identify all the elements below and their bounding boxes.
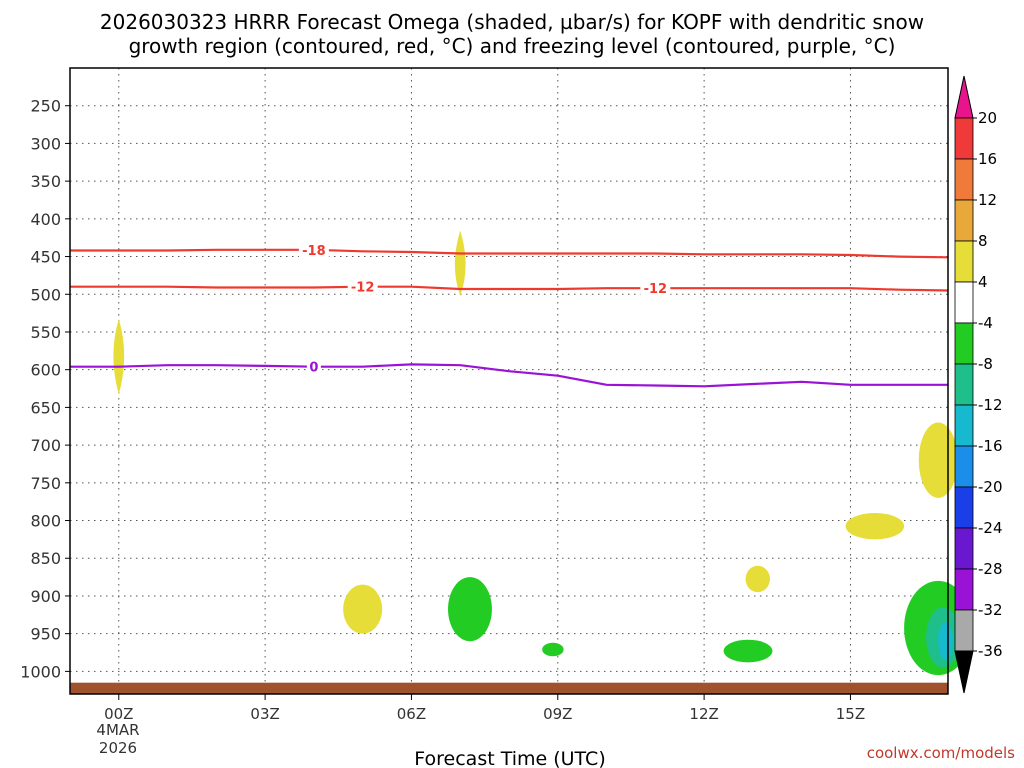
- colorbar-label: -16: [978, 437, 1003, 455]
- omega-region: [454, 230, 466, 296]
- colorbar-label: -8: [978, 355, 993, 373]
- colorbar-bin: [954, 281, 974, 324]
- contour-label: -12: [644, 282, 668, 297]
- y-tick-label: 600: [30, 361, 61, 380]
- colorbar-label: -12: [978, 396, 1003, 414]
- x-tick-label: 00Z: [104, 705, 133, 723]
- colorbar-label: -4: [978, 314, 993, 332]
- colorbar-legend: 20 16 12 8 4 -4 -8 -12 -16 -20 -24 -28 -32 -36: [954, 75, 1003, 694]
- credit-link[interactable]: coolwx.com/models: [867, 744, 1015, 762]
- x-axis-title: Forecast Time (UTC): [414, 748, 605, 768]
- y-tick-label: 1000: [20, 662, 61, 681]
- contour-line: [70, 285, 949, 292]
- omega-region: [113, 318, 125, 395]
- plot-border: [69, 67, 949, 695]
- y-axis-ticks: 250 300 350 400 450 500 550 600 650 700 750 800 850 9…: [20, 97, 70, 681]
- colorbar-label: -24: [978, 519, 1003, 537]
- omega-region: [745, 565, 770, 593]
- omega-region: [938, 622, 953, 661]
- contour-label-bg: [347, 278, 378, 295]
- date-label-line-2: 2026: [99, 739, 137, 757]
- colorbar-label: 12: [978, 191, 997, 209]
- y-tick-label: 900: [30, 587, 61, 606]
- x-tick-label: 06Z: [397, 705, 426, 723]
- colorbar-bin: [954, 158, 974, 201]
- contour-label-bg: [640, 280, 671, 297]
- contour-label: -18: [302, 244, 326, 259]
- colorbar-bin: [954, 486, 974, 529]
- colorbar-bin: [954, 568, 974, 611]
- colorbar-bin: [954, 527, 974, 570]
- x-tick-label: 15Z: [836, 705, 865, 723]
- contour-line: [70, 363, 948, 388]
- ground-fill: [70, 682, 948, 694]
- contour-label: -12: [351, 281, 375, 296]
- y-tick-label: 800: [30, 512, 61, 531]
- omega-shading: [113, 230, 973, 676]
- colorbar-bin: [954, 199, 974, 242]
- plot-area: [70, 68, 948, 694]
- plot-frame: [69, 67, 949, 695]
- chart-title-line-1: 2026030323 HRRR Forecast Omega (shaded, …: [100, 10, 924, 34]
- colorbar-label: 8: [978, 232, 988, 250]
- colorbar-label: -20: [978, 478, 1003, 496]
- x-tick-label: 09Z: [543, 705, 572, 723]
- omega-region: [918, 422, 958, 498]
- colorbar-label: 20: [978, 109, 997, 127]
- colorbar-bin: [954, 404, 974, 447]
- y-tick-label: 550: [30, 323, 61, 342]
- y-tick-label: 850: [30, 549, 61, 568]
- y-tick-label: 350: [30, 172, 61, 191]
- plot-background: [70, 68, 948, 694]
- contour-label-bg: [306, 358, 321, 375]
- y-tick-label: 650: [30, 398, 61, 417]
- omega-region: [542, 642, 564, 657]
- omega-region: [448, 577, 492, 642]
- contour-label: 0: [309, 361, 318, 376]
- omega-region: [343, 584, 383, 634]
- y-tick-label: 450: [30, 248, 61, 267]
- y-tick-label: 700: [30, 436, 61, 455]
- colorbar-bin: [954, 609, 974, 652]
- omega-region: [723, 639, 773, 663]
- y-tick-label: 750: [30, 474, 61, 493]
- chart-title-line-2: growth region (contoured, red, °C) and f…: [129, 34, 896, 58]
- colorbar-label: 4: [978, 273, 988, 291]
- x-axis-ticks: 00Z 03Z 06Z 09Z 12Z 15Z: [104, 694, 865, 723]
- colorbar-bottom-arrow: [954, 650, 974, 694]
- y-tick-label: 400: [30, 210, 61, 229]
- omega-region: [845, 512, 905, 540]
- colorbar-bin: [954, 117, 974, 160]
- y-tick-label: 250: [30, 97, 61, 116]
- contour-lines: -18 -12 -12 0: [70, 241, 949, 388]
- colorbar-bin: [954, 445, 974, 488]
- contour-label-bg: [298, 241, 329, 258]
- colorbar-bin: [954, 322, 974, 365]
- colorbar-label: -36: [978, 642, 1003, 660]
- x-tick-label: 12Z: [689, 705, 718, 723]
- colorbar-bin: [954, 240, 974, 283]
- colorbar-label: 16: [978, 150, 997, 168]
- x-tick-label: 03Z: [250, 705, 279, 723]
- colorbar-label: -28: [978, 560, 1003, 578]
- contour-line: [70, 248, 949, 259]
- colorbar-label: -32: [978, 601, 1003, 619]
- ground-layer: [70, 682, 948, 694]
- y-tick-label: 950: [30, 625, 61, 644]
- colorbar-top-arrow: [954, 75, 974, 119]
- y-tick-label: 300: [30, 134, 61, 153]
- y-tick-label: 500: [30, 285, 61, 304]
- date-label-line-1: 4MAR: [96, 721, 139, 739]
- colorbar-bin: [954, 363, 974, 406]
